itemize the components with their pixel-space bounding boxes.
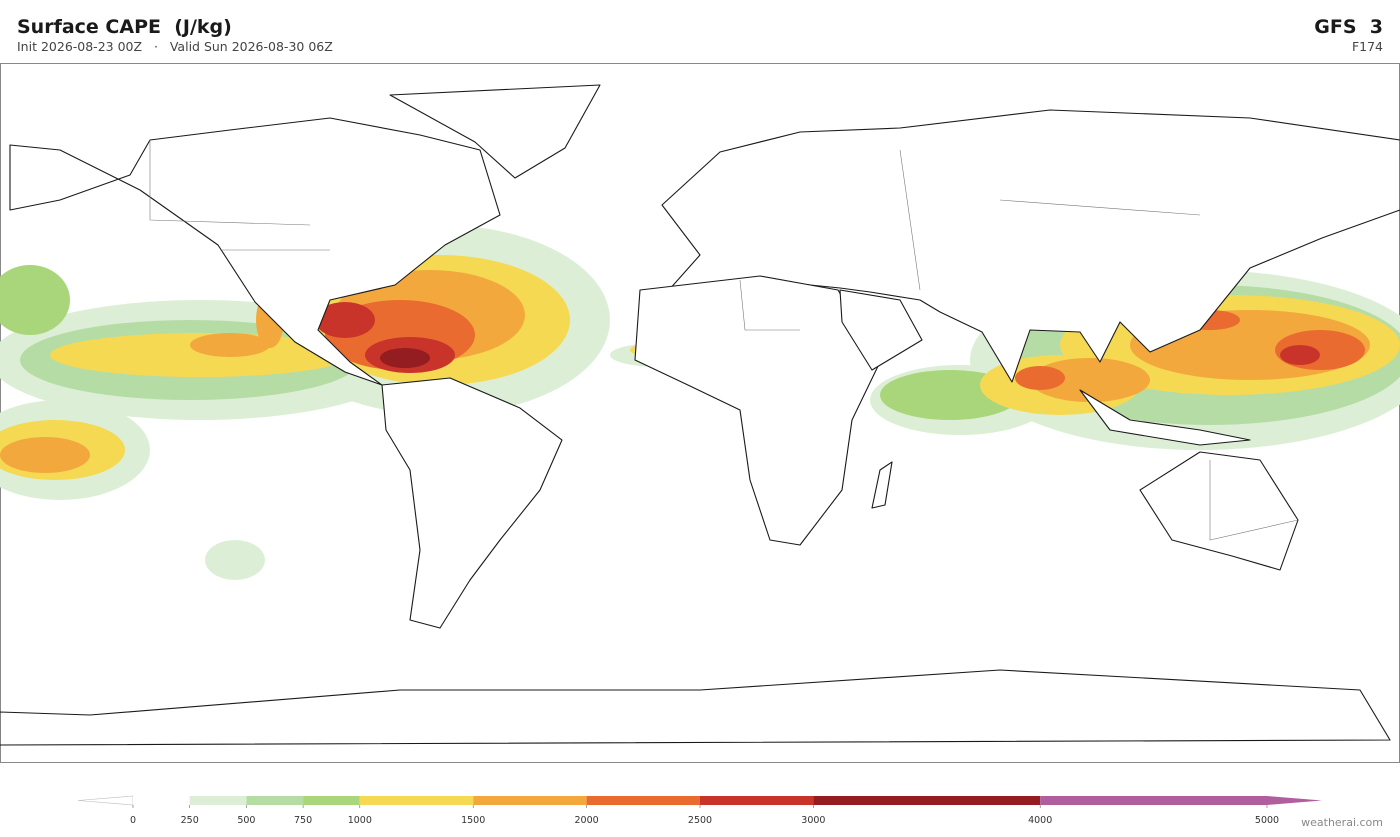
colorbar-segment <box>303 796 360 805</box>
madagascar <box>871 461 893 509</box>
colorbar-tick-label: 2000 <box>575 815 599 826</box>
colorbar-segment <box>700 796 814 805</box>
colorbar-tick-label: 250 <box>181 815 199 826</box>
south-america <box>381 377 563 629</box>
colorbar-tick-label: 500 <box>237 815 255 826</box>
cape-area <box>1030 358 1150 402</box>
cape-area <box>1280 345 1320 365</box>
australia <box>1139 451 1299 571</box>
indonesia <box>1079 389 1251 446</box>
colorbar-tick-label: 5000 <box>1255 815 1279 826</box>
eurasia <box>659 109 1400 383</box>
cape-area <box>0 265 70 335</box>
africa <box>634 275 881 546</box>
cape-area <box>205 540 265 580</box>
subtitle: Init 2026-08-23 00Z · Valid Sun 2026-08-… <box>17 39 333 54</box>
colorbar-tick-label: 3000 <box>801 815 825 826</box>
forecast-hour: F174 <box>1351 39 1383 54</box>
colorbar-segment <box>473 796 587 805</box>
colorbar-segment <box>1040 796 1267 805</box>
credit: weatherai.com <box>1301 816 1383 829</box>
arabia <box>839 289 923 371</box>
colorbar-tick-label: 750 <box>294 815 312 826</box>
colorbar-under <box>77 795 134 806</box>
colorbar-segment <box>133 796 190 805</box>
colorbar-tick-label: 4000 <box>1028 815 1052 826</box>
greenland <box>389 84 601 179</box>
colorbar-tick-label: 2500 <box>688 815 712 826</box>
cape-area <box>380 348 430 368</box>
coastlines <box>0 84 1400 746</box>
colorbar-segment <box>586 796 700 805</box>
colorbar-segment <box>813 796 1041 805</box>
colorbar-over <box>1267 796 1322 805</box>
model-name: GFS 3 <box>1314 16 1383 38</box>
colorbar-tick-label: 1500 <box>461 815 485 826</box>
cape-area <box>0 437 90 473</box>
title: Surface CAPE (J/kg) <box>17 16 232 38</box>
cape-area <box>190 333 270 357</box>
colorbar-segment <box>359 796 474 805</box>
colorbar-segment <box>246 796 304 805</box>
antarctica <box>0 669 1391 746</box>
colorbar-segment <box>189 796 247 805</box>
colorbar-tick-label: 0 <box>130 815 136 826</box>
cape-area <box>1015 366 1065 390</box>
cape-area <box>315 302 375 338</box>
colorbar-tick-label: 1000 <box>348 815 372 826</box>
borders <box>149 140 1299 541</box>
